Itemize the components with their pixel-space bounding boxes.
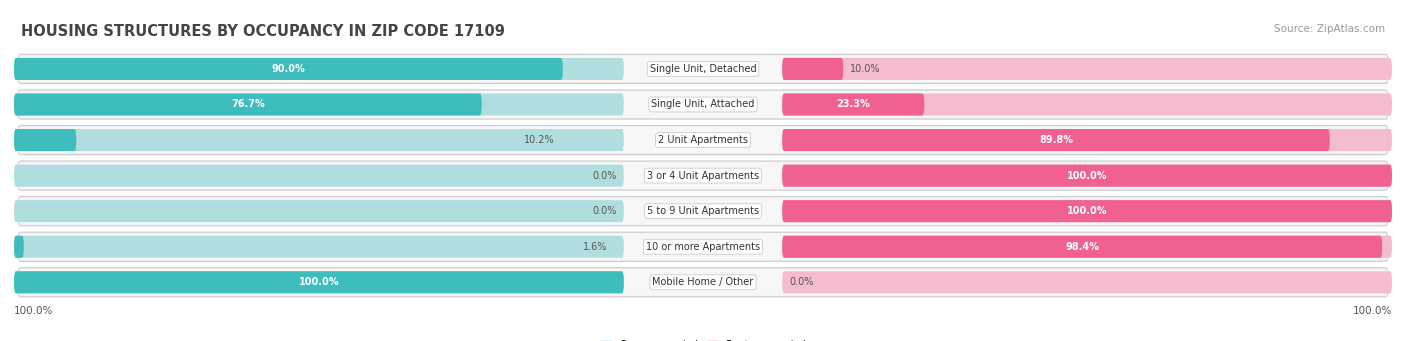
FancyBboxPatch shape [18, 269, 1388, 296]
FancyBboxPatch shape [782, 93, 1392, 116]
FancyBboxPatch shape [17, 90, 1389, 119]
Text: 100.0%: 100.0% [1067, 170, 1108, 181]
FancyBboxPatch shape [18, 127, 1388, 153]
Text: 0.0%: 0.0% [592, 170, 617, 181]
Text: 98.4%: 98.4% [1066, 242, 1099, 252]
FancyBboxPatch shape [782, 200, 1392, 222]
Text: 100.0%: 100.0% [298, 277, 339, 287]
FancyBboxPatch shape [782, 236, 1392, 258]
FancyBboxPatch shape [782, 93, 924, 116]
FancyBboxPatch shape [18, 91, 1388, 118]
Text: 100.0%: 100.0% [1067, 206, 1108, 216]
Text: 0.0%: 0.0% [789, 277, 814, 287]
FancyBboxPatch shape [18, 233, 1388, 260]
FancyBboxPatch shape [782, 129, 1330, 151]
Text: 10.2%: 10.2% [524, 135, 555, 145]
FancyBboxPatch shape [782, 58, 1392, 80]
FancyBboxPatch shape [782, 236, 1382, 258]
FancyBboxPatch shape [14, 236, 24, 258]
FancyBboxPatch shape [14, 271, 624, 293]
FancyBboxPatch shape [17, 161, 1389, 190]
Text: Single Unit, Attached: Single Unit, Attached [651, 100, 755, 109]
FancyBboxPatch shape [14, 93, 624, 116]
FancyBboxPatch shape [782, 129, 1392, 151]
Text: 1.6%: 1.6% [582, 242, 607, 252]
Legend: Owner-occupied, Renter-occupied: Owner-occupied, Renter-occupied [600, 340, 806, 341]
Text: 23.3%: 23.3% [837, 100, 870, 109]
FancyBboxPatch shape [14, 58, 562, 80]
FancyBboxPatch shape [782, 165, 1392, 187]
FancyBboxPatch shape [17, 54, 1389, 84]
FancyBboxPatch shape [18, 56, 1388, 83]
Text: 5 to 9 Unit Apartments: 5 to 9 Unit Apartments [647, 206, 759, 216]
Text: 90.0%: 90.0% [271, 64, 305, 74]
FancyBboxPatch shape [17, 268, 1389, 297]
FancyBboxPatch shape [14, 271, 624, 293]
Text: 3 or 4 Unit Apartments: 3 or 4 Unit Apartments [647, 170, 759, 181]
Text: 100.0%: 100.0% [1353, 307, 1392, 316]
FancyBboxPatch shape [782, 165, 1392, 187]
FancyBboxPatch shape [14, 58, 624, 80]
FancyBboxPatch shape [14, 200, 624, 222]
FancyBboxPatch shape [17, 125, 1389, 154]
FancyBboxPatch shape [14, 93, 482, 116]
Text: 2 Unit Apartments: 2 Unit Apartments [658, 135, 748, 145]
Text: 89.8%: 89.8% [1039, 135, 1073, 145]
FancyBboxPatch shape [17, 197, 1389, 226]
FancyBboxPatch shape [782, 271, 1392, 293]
FancyBboxPatch shape [14, 165, 624, 187]
FancyBboxPatch shape [14, 129, 624, 151]
FancyBboxPatch shape [14, 236, 624, 258]
FancyBboxPatch shape [782, 200, 1392, 222]
FancyBboxPatch shape [782, 58, 844, 80]
Text: 76.7%: 76.7% [231, 100, 264, 109]
Text: Source: ZipAtlas.com: Source: ZipAtlas.com [1274, 24, 1385, 34]
FancyBboxPatch shape [18, 198, 1388, 225]
Text: 10.0%: 10.0% [851, 64, 880, 74]
Text: 100.0%: 100.0% [14, 307, 53, 316]
Text: 0.0%: 0.0% [592, 206, 617, 216]
Text: HOUSING STRUCTURES BY OCCUPANCY IN ZIP CODE 17109: HOUSING STRUCTURES BY OCCUPANCY IN ZIP C… [21, 24, 505, 39]
Text: 10 or more Apartments: 10 or more Apartments [645, 242, 761, 252]
FancyBboxPatch shape [14, 129, 76, 151]
FancyBboxPatch shape [17, 232, 1389, 261]
Text: Single Unit, Detached: Single Unit, Detached [650, 64, 756, 74]
Text: Mobile Home / Other: Mobile Home / Other [652, 277, 754, 287]
FancyBboxPatch shape [18, 162, 1388, 189]
